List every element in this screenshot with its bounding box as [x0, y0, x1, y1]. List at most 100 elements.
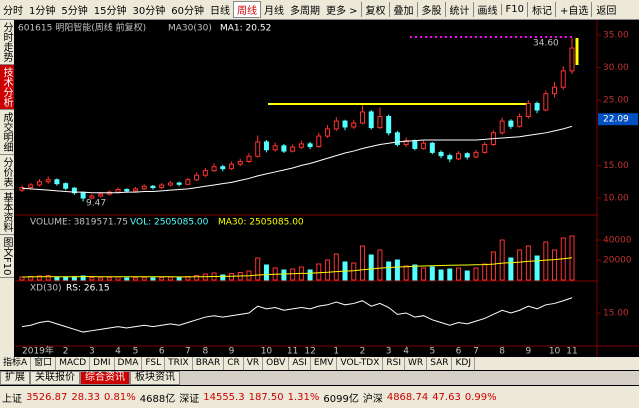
volume-bar: [473, 267, 479, 281]
indicator-tab[interactable]: WR: [405, 357, 428, 370]
tool-button[interactable]: 多股: [416, 2, 445, 17]
chart: 601615 明阳智能(周线 前复权) MA30(30) MA1: 20.52 …: [15, 20, 639, 357]
volume-bar: [552, 249, 558, 281]
tool-button[interactable]: +自选: [555, 2, 591, 17]
indicator-tab[interactable]: RSI: [383, 357, 406, 370]
candle-body: [115, 189, 121, 193]
candle-body: [316, 135, 322, 148]
candle-body: [159, 184, 165, 189]
max-label: 34.60: [533, 39, 559, 49]
tool-button[interactable]: 画线: [472, 2, 501, 17]
indicator-tab[interactable]: CR: [224, 357, 244, 370]
volume-bar: [447, 268, 453, 281]
period-tab[interactable]: 更多 >: [325, 6, 358, 17]
x-tick-label: 3: [386, 347, 392, 357]
period-tab[interactable]: 60分钟: [171, 6, 204, 17]
candle-body: [543, 93, 549, 111]
rs-line: [21, 297, 573, 333]
side-tab[interactable]: 分时走势: [0, 20, 14, 65]
indicator-tab[interactable]: MACD: [56, 357, 91, 370]
info-tab[interactable]: 综合资讯: [80, 371, 130, 385]
indicator-tab[interactable]: OBV: [263, 357, 290, 370]
x-tick-label: 3: [89, 347, 95, 357]
indicator-tab[interactable]: DMI: [90, 357, 115, 370]
period-tab[interactable]: 1分钟: [29, 6, 56, 17]
volume-bar: [98, 277, 104, 281]
period-tab[interactable]: 周线: [232, 1, 261, 18]
x-tick-label: 10: [549, 347, 561, 357]
indicator-tab[interactable]: 指标A: [0, 357, 32, 370]
indicator-tab[interactable]: DMA: [115, 357, 143, 370]
candle-body: [36, 181, 42, 186]
volume-bar: [141, 276, 147, 281]
indicator-tab[interactable]: BRAR: [193, 357, 225, 370]
side-tab[interactable]: 基本资料: [0, 190, 14, 235]
candle-body: [281, 145, 287, 152]
indicator-tab[interactable]: SAR: [427, 357, 453, 370]
period-tab[interactable]: 日线: [209, 6, 230, 17]
index-value: 187.50: [248, 391, 284, 403]
volume-bar: [159, 277, 165, 281]
side-tab[interactable]: 分价表: [0, 155, 14, 190]
indicator-tab[interactable]: ASI: [289, 357, 311, 370]
tool-button[interactable]: 复权: [360, 2, 389, 17]
period-tab[interactable]: 多周期: [289, 6, 320, 17]
period-tab[interactable]: 30分钟: [132, 6, 166, 17]
period-tab[interactable]: 5分钟: [61, 6, 88, 17]
side-tab[interactable]: 技术分析: [0, 65, 14, 110]
candle-body: [19, 187, 25, 191]
indicator-tab[interactable]: TRIX: [165, 357, 193, 370]
vol-label: VOL: 2505085.00: [130, 218, 209, 228]
candle-body: [298, 143, 304, 148]
candle-body: [220, 166, 226, 170]
volume-bar: [464, 270, 470, 281]
candle-body: [438, 151, 444, 157]
tool-button[interactable]: 叠加: [388, 2, 417, 17]
volume-bar: [290, 268, 296, 281]
side-tab[interactable]: 成交明细: [0, 110, 14, 155]
candle-body: [482, 144, 488, 153]
x-tick-label: 6: [456, 347, 462, 357]
side-tab[interactable]: 图文F10: [0, 235, 14, 279]
volume-bar: [508, 257, 514, 281]
x-tick-label: 7: [185, 347, 191, 357]
period-tab[interactable]: 15分钟: [93, 6, 127, 17]
period-tab[interactable]: 月线: [263, 6, 284, 17]
volume-bar: [45, 275, 51, 281]
min-label: 9.47: [86, 199, 106, 209]
info-tabs: 扩展 关联报价 综合资讯 板块资讯: [0, 371, 639, 385]
volume-bar: [499, 239, 505, 281]
indicator-tabs: 指标A 窗口 MACD DMI DMA FSL TRIX BRAR CR VR OBV ASI EMV V…: [0, 357, 639, 370]
candle-body: [45, 179, 51, 183]
indicator-tab[interactable]: VR: [244, 357, 264, 370]
period-tab[interactable]: 分时: [3, 6, 23, 17]
info-tab[interactable]: 板块资讯: [130, 371, 180, 385]
indicator-tab[interactable]: 窗口: [31, 357, 57, 370]
volume-bar: [525, 245, 531, 281]
tool-button[interactable]: F10: [500, 4, 527, 15]
candle-body: [150, 185, 156, 189]
x-tick-label: 2: [63, 347, 69, 357]
x-tick-label: 2: [360, 347, 366, 357]
info-tab[interactable]: 扩展: [0, 371, 30, 385]
candle-body: [63, 183, 69, 189]
info-tab[interactable]: 关联报价: [30, 371, 80, 385]
indicator-tab[interactable]: KDJ: [452, 357, 475, 370]
tool-button[interactable]: 统计: [444, 2, 473, 17]
tool-button[interactable]: 标记: [527, 2, 555, 17]
x-tick-label: 9: [525, 347, 531, 357]
indicator-tab[interactable]: EMV: [311, 357, 338, 370]
vol-ma-label: MA30: 2505085.00: [218, 218, 304, 228]
x-tick-label: 9: [229, 347, 235, 357]
volume-bar: [150, 277, 156, 281]
candle-body: [377, 116, 383, 129]
last-price: 22.09: [603, 115, 629, 125]
candle-body: [525, 102, 531, 118]
indicator-tab[interactable]: FSL: [142, 357, 166, 370]
indicator-tab[interactable]: VOL-TDX: [337, 357, 384, 370]
x-tick-label: 7: [473, 347, 479, 357]
candle-body: [211, 166, 217, 172]
vol-label: VOLUME: 3819571.75: [30, 218, 128, 228]
tool-button[interactable]: 返回: [591, 2, 619, 17]
ma-name: MA30(30): [168, 24, 212, 34]
